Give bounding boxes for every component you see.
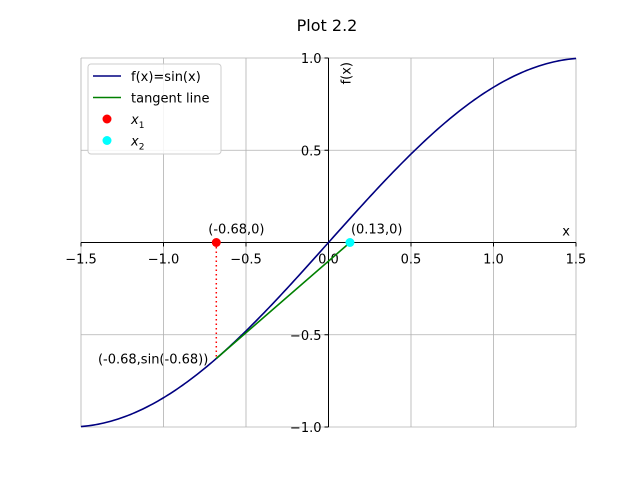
annotation-label: (0.13,0) xyxy=(351,223,403,238)
legend-label: tangent line xyxy=(131,92,209,107)
data-point-x2 xyxy=(345,238,355,247)
x-tick-label: −1.0 xyxy=(148,253,180,268)
annotation-label: (-0.68,0) xyxy=(208,223,264,238)
data-point-x1 xyxy=(211,238,221,247)
y-axis-label: f(x) xyxy=(340,62,355,84)
chart-title: Plot 2.2 xyxy=(297,16,358,35)
y-tick-label: 0.5 xyxy=(301,144,322,159)
x-tick-label: −0.5 xyxy=(230,253,262,268)
legend-label: x2 xyxy=(130,135,144,153)
legend-swatch-dot xyxy=(102,114,112,124)
legend-label: x1 xyxy=(130,113,144,131)
legend-swatch-dot xyxy=(102,136,112,145)
x-axis-label: x xyxy=(562,225,570,240)
annotation-label: (-0.68,sin(-0.68)) xyxy=(98,353,208,368)
y-tick-label: −1.0 xyxy=(290,421,322,436)
series-line-tangent xyxy=(215,241,351,360)
x-tick-label: 1.5 xyxy=(566,253,587,268)
legend-label: f(x)=sin(x) xyxy=(131,70,201,85)
series-line-sin xyxy=(80,57,577,428)
y-tick-label: −0.5 xyxy=(290,329,322,344)
legend-box xyxy=(87,63,222,155)
x-tick-label: −1.5 xyxy=(65,253,97,268)
x-tick-label: 1.0 xyxy=(483,253,504,268)
x-tick-label: 0.5 xyxy=(401,253,422,268)
y-tick-label: 1.0 xyxy=(301,52,322,67)
